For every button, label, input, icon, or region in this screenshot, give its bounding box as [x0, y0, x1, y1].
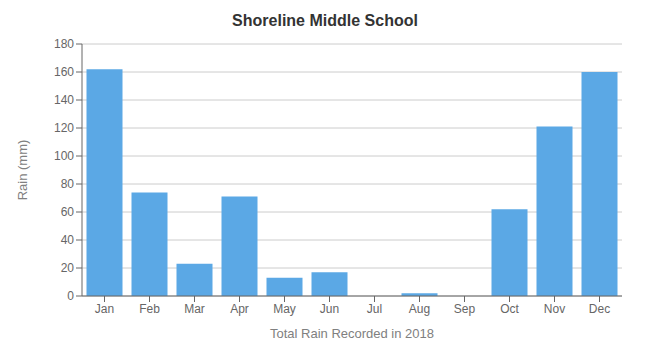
svg-text:60: 60 [61, 205, 75, 219]
svg-text:120: 120 [54, 121, 74, 135]
svg-text:Jul: Jul [367, 302, 382, 316]
svg-text:Dec: Dec [589, 302, 610, 316]
svg-text:Feb: Feb [139, 302, 160, 316]
svg-text:Mar: Mar [184, 302, 205, 316]
svg-text:Oct: Oct [500, 302, 519, 316]
svg-text:180: 180 [54, 37, 74, 51]
svg-text:Sep: Sep [454, 302, 476, 316]
svg-text:Jan: Jan [95, 302, 114, 316]
svg-text:20: 20 [61, 261, 75, 275]
svg-text:Aug: Aug [409, 302, 430, 316]
html-text:Shoreline Middle School: Shoreline Middle School [232, 12, 418, 29]
svg-text:0: 0 [67, 289, 74, 303]
svg-text:Nov: Nov [544, 302, 565, 316]
svg-text:40: 40 [61, 233, 75, 247]
svg-text:Rain (mm): Rain (mm) [15, 140, 30, 201]
svg-text:Jun: Jun [320, 302, 339, 316]
svg-text:80: 80 [61, 177, 75, 191]
svg-text:Total Rain Recorded in 2018: Total Rain Recorded in 2018 [270, 326, 434, 341]
svg-text:160: 160 [54, 65, 74, 79]
svg-text:140: 140 [54, 93, 74, 107]
svg-text:Apr: Apr [230, 302, 249, 316]
svg-text:100: 100 [54, 149, 74, 163]
svg-text:May: May [273, 302, 296, 316]
